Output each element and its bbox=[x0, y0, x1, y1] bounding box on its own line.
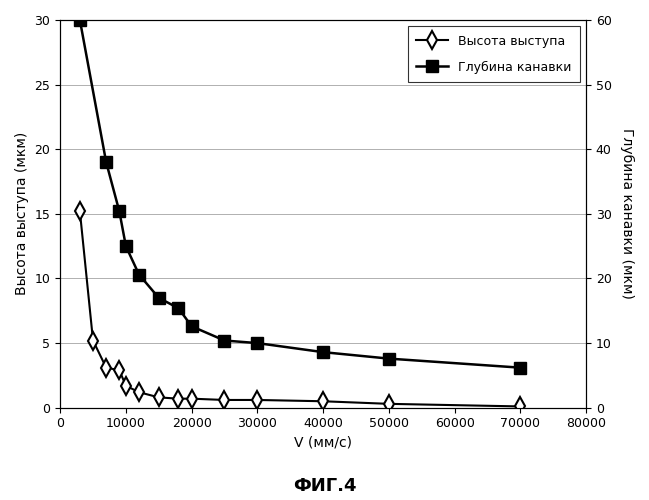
Line: Глубина канавки: Глубина канавки bbox=[75, 14, 526, 373]
Глубина канавки bbox=[517, 364, 524, 370]
Высота выступа bbox=[517, 404, 524, 409]
Высота выступа bbox=[116, 367, 123, 373]
Высота выступа bbox=[122, 383, 130, 389]
Text: ФИГ.4: ФИГ.4 bbox=[293, 477, 356, 495]
Высота выступа bbox=[155, 394, 163, 400]
Y-axis label: Высота выступа (мкм): Высота выступа (мкм) bbox=[15, 132, 29, 296]
Глубина канавки bbox=[385, 356, 393, 362]
Высота выступа bbox=[319, 398, 327, 404]
Высота выступа bbox=[89, 338, 97, 344]
Глубина канавки bbox=[122, 243, 130, 249]
Глубина канавки bbox=[135, 272, 143, 278]
Глубина канавки bbox=[76, 17, 84, 23]
Глубина канавки bbox=[319, 349, 327, 355]
X-axis label: V (мм/с): V (мм/с) bbox=[294, 436, 352, 450]
Высота выступа bbox=[103, 364, 110, 370]
Глубина канавки bbox=[254, 340, 262, 346]
Y-axis label: Глубина канавки (мкм): Глубина канавки (мкм) bbox=[620, 128, 634, 300]
Высота выступа bbox=[188, 396, 195, 402]
Глубина канавки bbox=[221, 338, 228, 344]
Legend: Высота выступа, Глубина канавки: Высота выступа, Глубина канавки bbox=[408, 26, 580, 82]
Line: Высота выступа: Высота выступа bbox=[73, 205, 526, 412]
Высота выступа bbox=[385, 401, 393, 407]
Глубина канавки bbox=[116, 208, 123, 214]
Глубина канавки bbox=[188, 324, 195, 330]
Глубина канавки bbox=[103, 159, 110, 165]
Глубина канавки bbox=[175, 305, 182, 311]
Высота выступа bbox=[135, 389, 143, 395]
Высота выступа bbox=[76, 208, 84, 214]
Высота выступа bbox=[221, 397, 228, 403]
Глубина канавки bbox=[155, 295, 163, 301]
Высота выступа bbox=[254, 397, 262, 403]
Высота выступа bbox=[175, 396, 182, 402]
